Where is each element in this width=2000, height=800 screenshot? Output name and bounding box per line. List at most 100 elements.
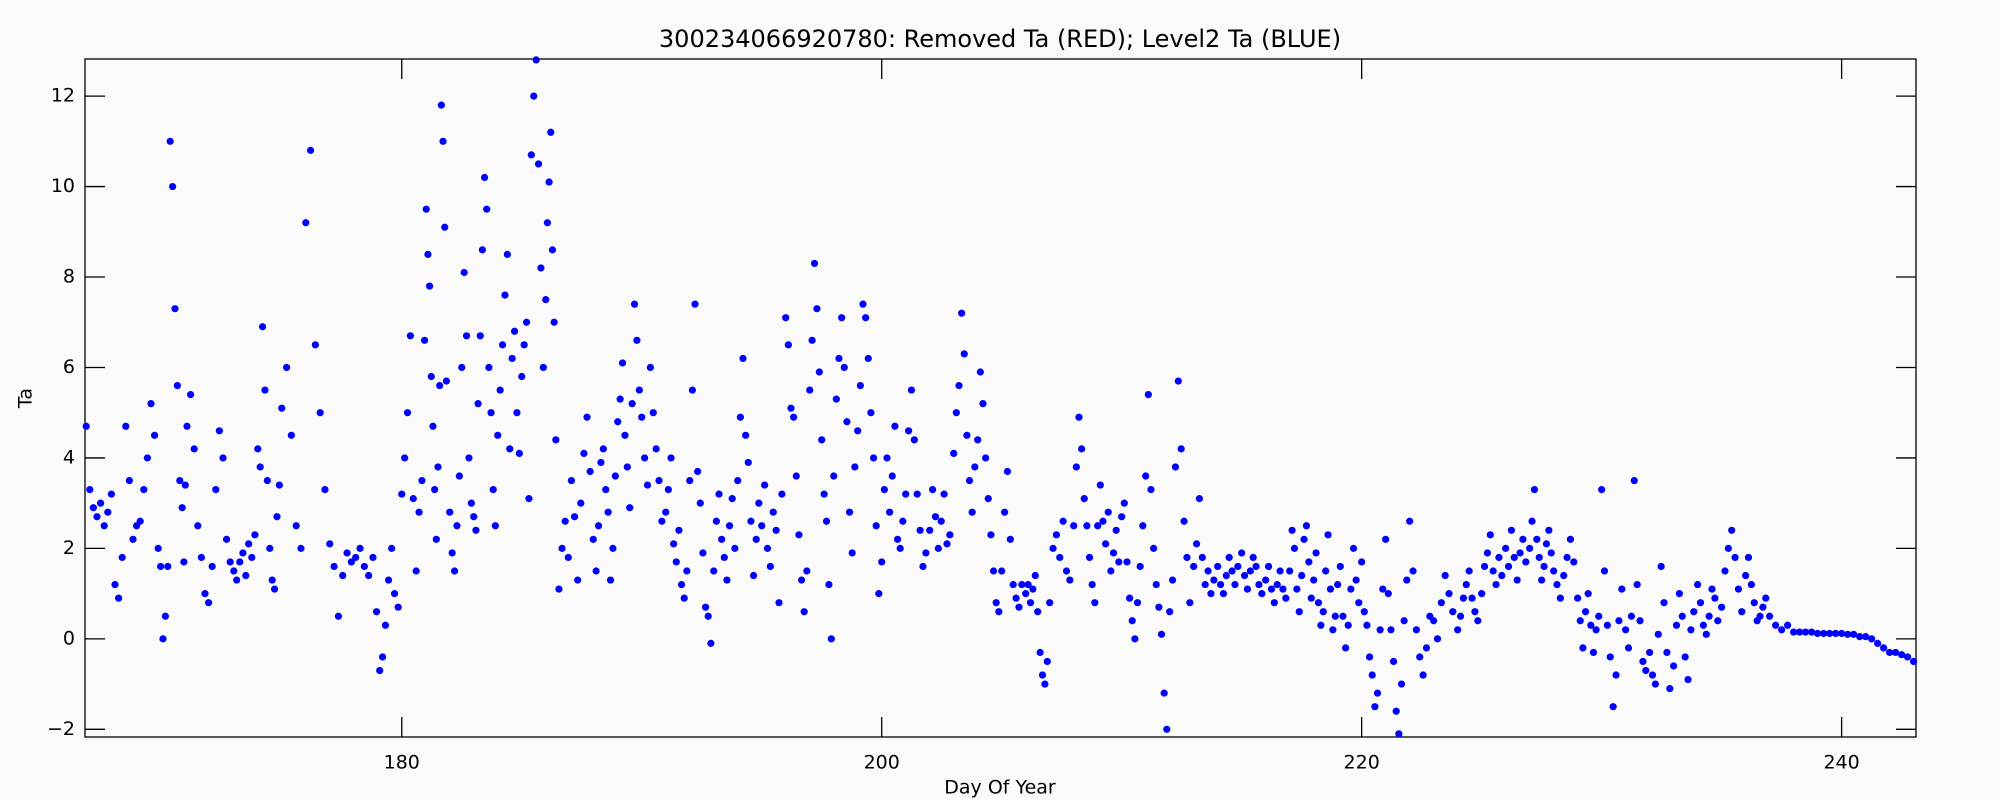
- data-point: [458, 363, 466, 372]
- data-point: [1131, 635, 1139, 643]
- data-point: [1844, 630, 1852, 638]
- data-point: [485, 363, 493, 372]
- data-point: [1778, 626, 1786, 634]
- data-point: [960, 350, 968, 358]
- data-point: [1550, 567, 1558, 575]
- data-point: [1183, 553, 1191, 562]
- data-point: [1046, 599, 1054, 607]
- data-point: [1480, 562, 1489, 571]
- data-point: [1731, 553, 1739, 562]
- data-point: [1163, 725, 1171, 733]
- data-point: [1654, 630, 1662, 638]
- data-point: [1820, 629, 1828, 638]
- data-point: [1459, 594, 1468, 602]
- data-point: [872, 522, 880, 530]
- data-point: [862, 314, 870, 322]
- data-point: [1576, 617, 1584, 625]
- data-point: [712, 517, 720, 525]
- data-point: [1545, 526, 1553, 534]
- data-point: [534, 160, 543, 168]
- data-point: [1808, 628, 1816, 636]
- data-point: [797, 576, 806, 584]
- data-point: [907, 386, 916, 394]
- data-point: [476, 332, 484, 340]
- data-point: [1519, 535, 1527, 543]
- data-point: [1868, 635, 1876, 643]
- data-point: [1384, 590, 1392, 598]
- data-point: [1147, 485, 1155, 494]
- data-point: [1347, 585, 1355, 593]
- data-point: [412, 567, 420, 575]
- data-point: [916, 526, 924, 534]
- data-point: [1168, 576, 1177, 584]
- data-point: [114, 594, 123, 602]
- data-point: [1133, 599, 1142, 607]
- data-point: [628, 400, 636, 408]
- data-point: [818, 436, 826, 444]
- data-point: [998, 567, 1006, 575]
- data-point: [1560, 571, 1568, 580]
- data-point: [1606, 653, 1614, 661]
- data-point: [422, 205, 430, 213]
- data-point: [883, 454, 891, 462]
- data-point: [1699, 621, 1707, 629]
- data-point: [1355, 599, 1363, 607]
- data-point: [426, 282, 434, 290]
- data-point: [604, 508, 612, 516]
- data-point: [530, 92, 538, 100]
- data-point: [1728, 526, 1736, 534]
- data-point: [1331, 612, 1339, 620]
- data-point: [1766, 612, 1774, 620]
- data-point: [190, 445, 198, 453]
- data-point: [555, 585, 563, 593]
- data-point: [747, 517, 755, 525]
- data-point: [979, 400, 987, 408]
- data-point: [545, 178, 553, 186]
- data-point: [1041, 680, 1049, 688]
- data-point: [1441, 571, 1449, 580]
- data-point: [1243, 585, 1252, 593]
- data-point: [1228, 567, 1236, 575]
- data-point: [867, 409, 875, 417]
- data-point: [739, 354, 747, 363]
- data-point: [1600, 567, 1609, 575]
- data-point: [1666, 685, 1674, 693]
- data-point: [550, 318, 558, 326]
- data-point: [1249, 553, 1257, 562]
- data-point: [919, 562, 927, 571]
- data-point: [696, 499, 704, 507]
- data-point: [1670, 662, 1678, 670]
- data-point: [987, 531, 995, 539]
- data-point: [1456, 612, 1465, 620]
- data-point: [1474, 617, 1482, 625]
- data-point: [1192, 540, 1201, 548]
- data-point: [1349, 544, 1358, 552]
- data-point: [1504, 562, 1513, 571]
- data-point: [480, 173, 489, 182]
- data-point: [1009, 580, 1017, 589]
- data-point: [136, 517, 144, 525]
- data-point: [1094, 522, 1102, 530]
- data-point: [1368, 671, 1376, 679]
- data-point: [1376, 626, 1384, 634]
- data-point: [1382, 535, 1390, 543]
- data-point: [1566, 535, 1575, 543]
- data-point: [1112, 526, 1120, 534]
- data-point: [965, 476, 974, 485]
- data-point: [215, 427, 223, 435]
- data-point: [1412, 626, 1420, 634]
- data-point: [1430, 617, 1438, 625]
- data-point: [266, 544, 274, 552]
- data-point: [1031, 571, 1039, 580]
- data-point: [1862, 632, 1870, 641]
- data-point: [1392, 707, 1400, 715]
- data-point: [282, 363, 291, 372]
- data-point: [552, 436, 560, 444]
- y-tick-label: 2: [63, 537, 75, 559]
- data-point: [498, 341, 507, 349]
- data-point: [664, 485, 672, 494]
- data-point: [641, 454, 649, 462]
- data-point: [448, 549, 456, 557]
- data-point: [1880, 644, 1888, 652]
- data-point: [950, 449, 958, 458]
